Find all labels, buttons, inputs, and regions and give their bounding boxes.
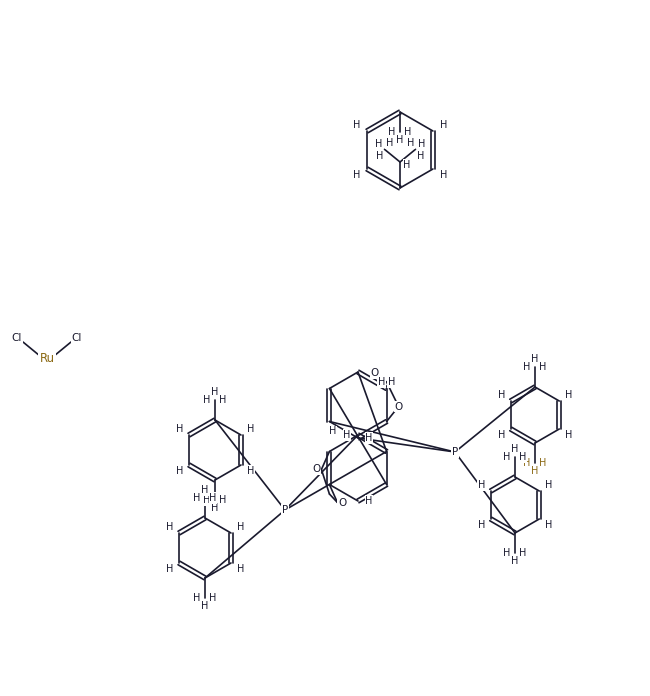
Text: O: O bbox=[395, 402, 403, 411]
Text: H: H bbox=[512, 556, 519, 566]
Text: H: H bbox=[519, 548, 526, 558]
Text: H: H bbox=[388, 127, 396, 137]
Text: H: H bbox=[386, 138, 393, 148]
Text: H: H bbox=[531, 466, 539, 476]
Text: H: H bbox=[209, 493, 216, 503]
Text: H: H bbox=[202, 601, 209, 611]
Text: H: H bbox=[365, 433, 372, 443]
Text: H: H bbox=[497, 429, 505, 439]
Text: H: H bbox=[519, 452, 526, 462]
Text: H: H bbox=[523, 458, 530, 468]
Text: H: H bbox=[376, 150, 383, 161]
Text: O: O bbox=[312, 464, 320, 475]
Text: H: H bbox=[388, 377, 395, 387]
Text: H: H bbox=[209, 593, 216, 603]
Text: H: H bbox=[211, 503, 218, 513]
Text: H: H bbox=[247, 466, 254, 475]
Text: H: H bbox=[417, 150, 424, 161]
Text: O: O bbox=[370, 368, 379, 379]
Text: H: H bbox=[503, 452, 511, 462]
Text: H: H bbox=[545, 480, 552, 491]
Text: H: H bbox=[403, 160, 411, 170]
Text: H: H bbox=[565, 429, 573, 439]
Text: H: H bbox=[203, 395, 211, 405]
Text: H: H bbox=[478, 519, 485, 530]
Text: H: H bbox=[353, 120, 360, 130]
Text: H: H bbox=[407, 138, 414, 148]
Text: H: H bbox=[396, 135, 404, 145]
Text: H: H bbox=[418, 139, 425, 149]
Text: H: H bbox=[202, 485, 209, 495]
Text: H: H bbox=[166, 564, 173, 574]
Text: H: H bbox=[439, 120, 447, 130]
Text: H: H bbox=[237, 523, 244, 532]
Text: O: O bbox=[338, 498, 346, 507]
Text: H: H bbox=[176, 425, 183, 434]
Text: H: H bbox=[237, 564, 244, 574]
Text: H: H bbox=[353, 170, 360, 180]
Text: H: H bbox=[531, 354, 539, 364]
Text: H: H bbox=[203, 495, 211, 505]
Text: H: H bbox=[219, 395, 227, 405]
Text: P: P bbox=[282, 505, 288, 515]
Text: H: H bbox=[478, 480, 485, 491]
Text: H: H bbox=[365, 496, 372, 506]
Text: H: H bbox=[343, 430, 351, 440]
Text: H: H bbox=[378, 377, 385, 387]
Text: H: H bbox=[374, 139, 382, 149]
Text: H: H bbox=[565, 390, 573, 400]
Text: H: H bbox=[540, 362, 547, 372]
Text: H: H bbox=[497, 390, 505, 400]
Text: Ru: Ru bbox=[40, 351, 55, 365]
Text: Cl: Cl bbox=[12, 333, 22, 343]
Text: H: H bbox=[439, 170, 447, 180]
Text: H: H bbox=[211, 387, 218, 397]
Text: H: H bbox=[247, 425, 254, 434]
Text: H: H bbox=[512, 444, 519, 454]
Text: H: H bbox=[193, 593, 201, 603]
Text: H: H bbox=[404, 127, 411, 137]
Text: H: H bbox=[166, 523, 173, 532]
Text: H: H bbox=[219, 495, 227, 505]
Text: Cl: Cl bbox=[72, 333, 82, 343]
Text: H: H bbox=[503, 548, 511, 558]
Text: H: H bbox=[193, 493, 201, 503]
Text: H: H bbox=[176, 466, 183, 475]
Text: P: P bbox=[452, 447, 458, 457]
Text: H: H bbox=[523, 362, 530, 372]
Text: H: H bbox=[540, 458, 547, 468]
Text: H: H bbox=[329, 427, 336, 436]
Text: H: H bbox=[545, 519, 552, 530]
